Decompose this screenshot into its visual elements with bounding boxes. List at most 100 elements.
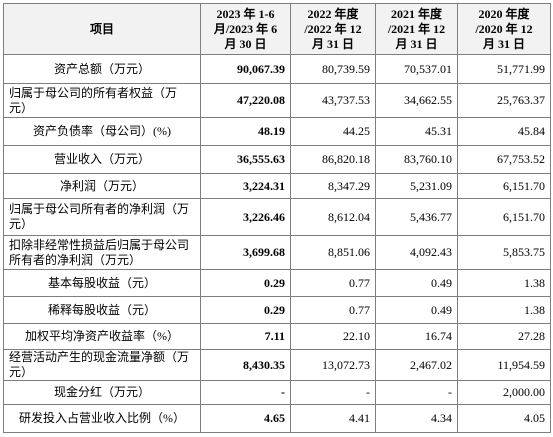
row-label: 资产负债率（母公司）(%) xyxy=(3,117,201,146)
value-cell: 6,151.70 xyxy=(457,173,551,199)
row-label: 扣除非经常性损益后归属于母公司所有者的净利润（万元） xyxy=(3,235,201,270)
value-cell: 4,092.43 xyxy=(375,235,458,270)
header-line: 2020 年度 xyxy=(478,6,530,21)
value-cell: 4.05 xyxy=(457,404,551,433)
table-row: 加权平均净资产收益率（%） 7.11 22.10 16.74 27.28 xyxy=(3,323,551,350)
table-row: 稀释每股收益（元） 0.29 0.77 0.49 1.38 xyxy=(3,296,551,324)
value-cell: 1.38 xyxy=(457,296,551,324)
value-cell: 0.49 xyxy=(375,269,458,297)
row-label: 归属于母公司的所有者权益（万元） xyxy=(3,83,201,118)
table-body: 资产总额（万元） 90,067.39 80,739.59 70,537.01 51,77… xyxy=(3,54,551,433)
value-cell: 0.77 xyxy=(290,296,376,324)
value-cell: 16.74 xyxy=(375,323,458,350)
value-cell: 3,699.68 xyxy=(200,235,291,270)
value-cell: 25,763.37 xyxy=(457,83,551,118)
value-cell: 51,771.99 xyxy=(457,54,551,84)
table-row: 基本每股收益（元） 0.29 0.77 0.49 1.38 xyxy=(3,269,551,297)
value-cell: 45.84 xyxy=(457,117,551,146)
header-line: 2022 年度 xyxy=(307,6,359,21)
header-cell: 2020 年度/2020 年 12 月 31 日 xyxy=(457,3,551,55)
table-row: 扣除非经常性损益后归属于母公司所有者的净利润（万元） 3,699.68 8,851.… xyxy=(3,235,551,270)
row-label: 经营活动产生的现金流量净额（万元） xyxy=(3,349,201,381)
value-cell: 4.65 xyxy=(200,404,291,433)
row-label: 资产总额（万元） xyxy=(3,54,201,84)
value-cell: 8,430.35 xyxy=(200,349,291,381)
table-row: 营业收入（万元） 36,555.63 86,820.18 83,760.10 67,75… xyxy=(3,145,551,174)
header-cell: 2021 年度/2021 年 12 月 31 日 xyxy=(375,3,458,55)
row-label: 归属于母公司所有者的净利润（万元） xyxy=(3,198,201,236)
value-cell: 86,820.18 xyxy=(290,145,376,174)
value-cell: 4.34 xyxy=(375,404,458,433)
value-cell: 5,436.77 xyxy=(375,198,458,236)
value-cell: 90,067.39 xyxy=(200,54,291,84)
value-cell: 3,224.31 xyxy=(200,173,291,199)
header-line: /2022 年 12 xyxy=(304,21,362,36)
value-cell: 1.38 xyxy=(457,269,551,297)
value-cell: 6,151.70 xyxy=(457,198,551,236)
header-line: 2021 年度 xyxy=(390,6,442,21)
value-cell: 2,467.02 xyxy=(375,349,458,381)
value-cell: 45.31 xyxy=(375,117,458,146)
value-cell: 34,662.55 xyxy=(375,83,458,118)
row-label: 基本每股收益（元） xyxy=(3,269,201,297)
row-label: 研发投入占营业收入比例（%） xyxy=(3,404,201,433)
table-row: 现金分红（万元） - - -2,000.00 xyxy=(3,380,551,405)
value-cell: 83,760.10 xyxy=(375,145,458,174)
value-cell: - xyxy=(200,380,291,405)
value-cell: 67,753.52 xyxy=(457,145,551,174)
value-cell: 2,000.00 xyxy=(457,380,551,405)
value-cell: - xyxy=(290,380,376,405)
table-row: 研发投入占营业收入比例（%） 4.65 4.41 4.34 4.05 xyxy=(3,404,551,433)
value-cell: 5,231.09 xyxy=(375,173,458,199)
value-cell: 44.25 xyxy=(290,117,376,146)
row-label: 净利润（万元） xyxy=(3,173,201,199)
table-row: 归属于母公司的所有者权益（万元） 47,220.08 43,737.53 34,662… xyxy=(3,83,551,118)
value-cell: 5,853.75 xyxy=(457,235,551,270)
value-cell: 43,737.53 xyxy=(290,83,376,118)
value-cell: 11,954.59 xyxy=(457,349,551,381)
header-line: /2020 年 12 xyxy=(475,21,533,36)
value-cell: 4.41 xyxy=(290,404,376,433)
value-cell: 8,612.04 xyxy=(290,198,376,236)
value-cell: 0.29 xyxy=(200,269,291,297)
value-cell: 13,072.73 xyxy=(290,349,376,381)
row-label: 现金分红（万元） xyxy=(3,380,201,405)
value-cell: 0.29 xyxy=(200,296,291,324)
header-line: 月 31 日 xyxy=(395,36,438,51)
table-row: 经营活动产生的现金流量净额（万元） 8,430.35 13,072.73 2,467.… xyxy=(3,349,551,381)
header-line: 月 30 日 xyxy=(224,36,267,51)
header-line: 月/2023 年 6 xyxy=(213,21,278,36)
table-row: 资产总额（万元） 90,067.39 80,739.59 70,537.01 51,77… xyxy=(3,54,551,84)
table-row: 归属于母公司所有者的净利润（万元） 3,226.46 8,612.04 5,436.7… xyxy=(3,198,551,236)
value-cell: 3,226.46 xyxy=(200,198,291,236)
value-cell: 0.77 xyxy=(290,269,376,297)
header-line: 项目 xyxy=(89,21,114,36)
header-cell: 项目 xyxy=(3,3,201,55)
value-cell: - xyxy=(375,380,458,405)
header-line: 2023 年 1-6 xyxy=(216,6,275,21)
value-cell: 22.10 xyxy=(290,323,376,350)
value-cell: 47,220.08 xyxy=(200,83,291,118)
value-cell: 7.11 xyxy=(200,323,291,350)
table-row: 净利润（万元） 3,224.31 8,347.29 5,231.09 6,151.70 xyxy=(3,173,551,199)
value-cell: 48.19 xyxy=(200,117,291,146)
header-line: /2021 年 12 xyxy=(387,21,446,36)
value-cell: 8,347.29 xyxy=(290,173,376,199)
table-row: 资产负债率（母公司）(%) 48.19 44.25 45.31 45.84 xyxy=(3,117,551,146)
header-line: 月 31 日 xyxy=(311,36,354,51)
row-label: 营业收入（万元） xyxy=(3,145,201,174)
value-cell: 0.49 xyxy=(375,296,458,324)
value-cell: 8,851.06 xyxy=(290,235,376,270)
value-cell: 80,739.59 xyxy=(290,54,376,84)
header-cell: 2022 年度/2022 年 12 月 31 日 xyxy=(290,3,376,55)
value-cell: 70,537.01 xyxy=(375,54,458,84)
value-cell: 27.28 xyxy=(457,323,551,350)
row-label: 稀释每股收益（元） xyxy=(3,296,201,324)
row-label: 加权平均净资产收益率（%） xyxy=(3,323,201,350)
value-cell: 36,555.63 xyxy=(200,145,291,174)
header-line: 月 31 日 xyxy=(482,36,525,51)
